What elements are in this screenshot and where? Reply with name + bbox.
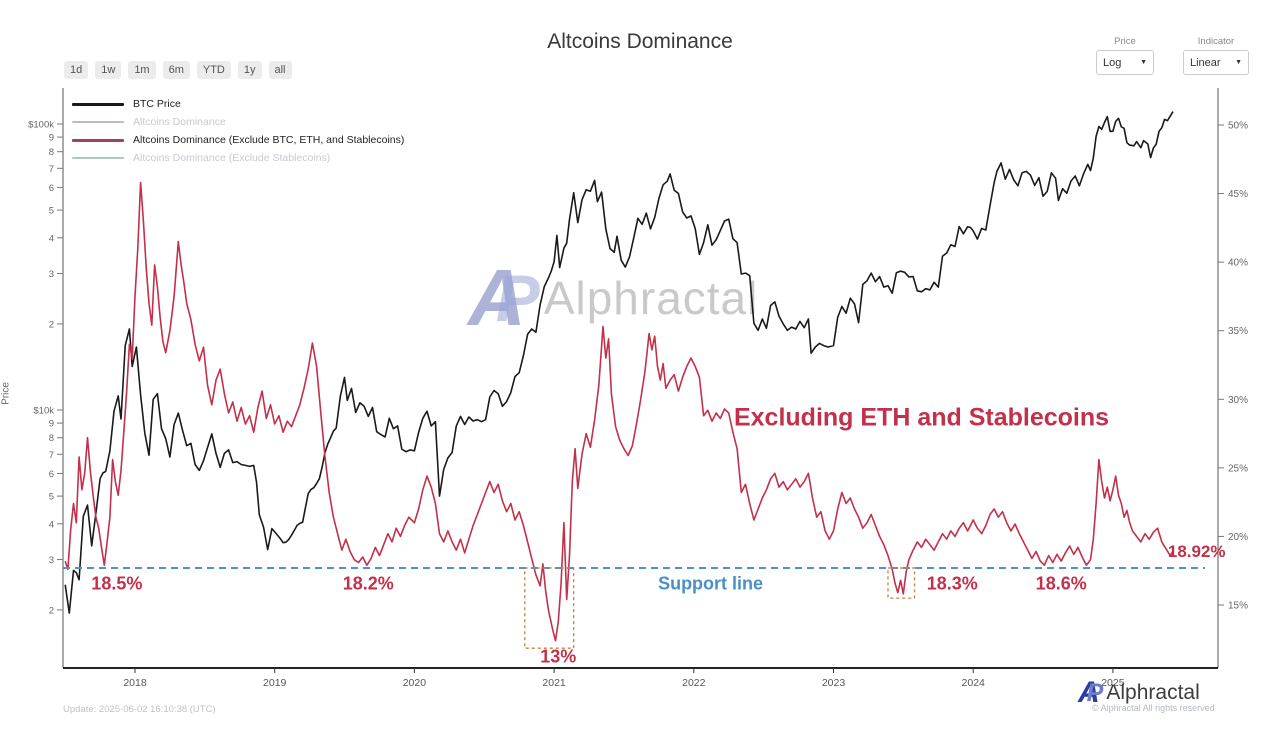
range-button-1w[interactable]: 1w [95, 61, 122, 79]
range-button-all[interactable]: all [268, 61, 292, 79]
right-axis-tick-label: 20% [1228, 532, 1248, 543]
range-button-1d[interactable]: 1d [64, 61, 89, 79]
left-axis-tick-label: $10k [33, 406, 54, 417]
right-axis-tick-label: 15% [1228, 601, 1248, 612]
left-axis-tick-label: $100k [28, 120, 54, 131]
left-axis-tick-label: 8 [49, 433, 54, 444]
price-scale-select[interactable]: Log ▼ [1096, 50, 1154, 75]
legend-swatch [72, 138, 124, 142]
page-title: Altcoins Dominance [547, 30, 733, 53]
price-scale-label: Price [1114, 36, 1136, 47]
indicator-scale-control: Indicator Linear ▼ [1183, 36, 1249, 75]
right-axis-tick-label: 35% [1228, 326, 1248, 337]
chevron-down-icon: ▼ [1235, 59, 1242, 66]
legend-swatch [72, 157, 124, 159]
legend-item-altcoins-dominance[interactable]: Altcoins Dominance [72, 113, 404, 131]
left-axis-tick-label: 2 [49, 319, 54, 330]
left-axis-tick-label: 6 [49, 183, 54, 194]
legend-swatch [72, 121, 124, 123]
left-axis-tick-label: 4 [49, 519, 54, 530]
annotation-18.6-: 18.6% [1035, 573, 1087, 594]
legend-item-btc-price[interactable]: BTC Price [72, 95, 404, 113]
x-axis-tick-label: 2020 [403, 677, 427, 689]
legend: BTC Price Altcoins Dominance Altcoins Do… [72, 95, 404, 167]
x-axis-tick-label: 2023 [822, 677, 846, 689]
series-line-altcoins-dominance-exclude-btc-eth-and-stablecoins- [64, 181, 1174, 642]
legend-item-exclude-stablecoins[interactable]: Altcoins Dominance (Exclude Stablecoins) [72, 149, 404, 167]
alphractal-logo-icon: A [1078, 676, 1100, 709]
annotation-18.92-: 18.92% [1167, 541, 1226, 561]
price-scale-control: Price Log ▼ [1096, 36, 1154, 75]
left-axis-tick-label: 9 [49, 133, 54, 144]
left-axis-tick-label: 3 [49, 555, 54, 566]
price-scale-value: Log [1103, 56, 1122, 69]
legend-swatch [72, 102, 124, 106]
highlight-box-1 [524, 567, 575, 649]
range-button-ytd[interactable]: YTD [196, 61, 231, 79]
right-axis-tick-label: 25% [1228, 463, 1248, 474]
series-line-btc-price [64, 111, 1174, 614]
legend-label: BTC Price [133, 98, 181, 110]
annotation-18.2-: 18.2% [342, 573, 394, 594]
left-axis-tick-label: 7 [49, 450, 54, 461]
right-axis-tick-label: 30% [1228, 395, 1248, 406]
right-axis-tick-label: 40% [1228, 258, 1248, 269]
x-axis-tick-label: 2019 [263, 677, 287, 689]
chevron-down-icon: ▼ [1140, 59, 1147, 66]
legend-label: Altcoins Dominance (Exclude Stablecoins) [133, 152, 331, 164]
annotation-13-: 13% [540, 646, 577, 667]
left-axis-tick-label: 6 [49, 469, 54, 480]
annotation-18.3-: 18.3% [926, 573, 978, 594]
alphractal-brand: A P Alphractal [1078, 678, 1200, 708]
left-axis-tick-label: 9 [49, 419, 54, 430]
right-axis-tick-label: 50% [1228, 121, 1248, 132]
indicator-scale-select[interactable]: Linear ▼ [1183, 50, 1249, 75]
left-axis-tick-label: 7 [49, 164, 54, 175]
annotation-18.5-: 18.5% [91, 573, 143, 594]
time-range-toolbar: 1d 1w 1m 6m YTD 1y all [64, 61, 292, 79]
range-button-6m[interactable]: 6m [162, 61, 190, 79]
left-axis-tick-label: 8 [49, 147, 54, 158]
indicator-scale-label: Indicator [1197, 36, 1235, 47]
highlight-box-2 [887, 567, 916, 599]
left-axis-tick-label: 2 [49, 605, 54, 616]
left-axis-tick-label: 5 [49, 492, 54, 503]
update-timestamp: Update: 2025-06-02 16:10:38 (UTC) [63, 704, 216, 715]
alphractal-logo-icon: P [1086, 678, 1104, 707]
left-axis-tick-label: 3 [49, 269, 54, 280]
legend-label: Altcoins Dominance (Exclude BTC, ETH, an… [133, 134, 405, 146]
annotation-support-line: Support line [658, 573, 764, 594]
copyright-notice: © Alphractal All rights reserved [1092, 703, 1215, 713]
x-axis-tick-label: 2021 [542, 677, 566, 689]
brand-name: Alphractal [1106, 681, 1200, 704]
left-axis-tick-label: 5 [49, 206, 54, 217]
x-axis-tick-label: 2022 [682, 677, 706, 689]
range-button-1y[interactable]: 1y [237, 61, 262, 79]
legend-item-exclude-btc-eth-stablecoins[interactable]: Altcoins Dominance (Exclude BTC, ETH, an… [72, 131, 404, 149]
x-axis-tick-label: 2025 [1101, 677, 1125, 689]
x-axis-tick-label: 2018 [123, 677, 147, 689]
indicator-scale-value: Linear [1190, 56, 1221, 69]
left-axis-tick-label: 4 [49, 233, 54, 244]
series-layer [64, 111, 1174, 642]
right-axis-tick-label: 45% [1228, 189, 1248, 200]
legend-label: Altcoins Dominance [133, 116, 226, 128]
x-axis-tick-label: 2024 [962, 677, 986, 689]
range-button-1m[interactable]: 1m [128, 61, 156, 79]
annotation-excluding-eth-and-stablecoins: Excluding ETH and Stablecoins [733, 403, 1110, 432]
